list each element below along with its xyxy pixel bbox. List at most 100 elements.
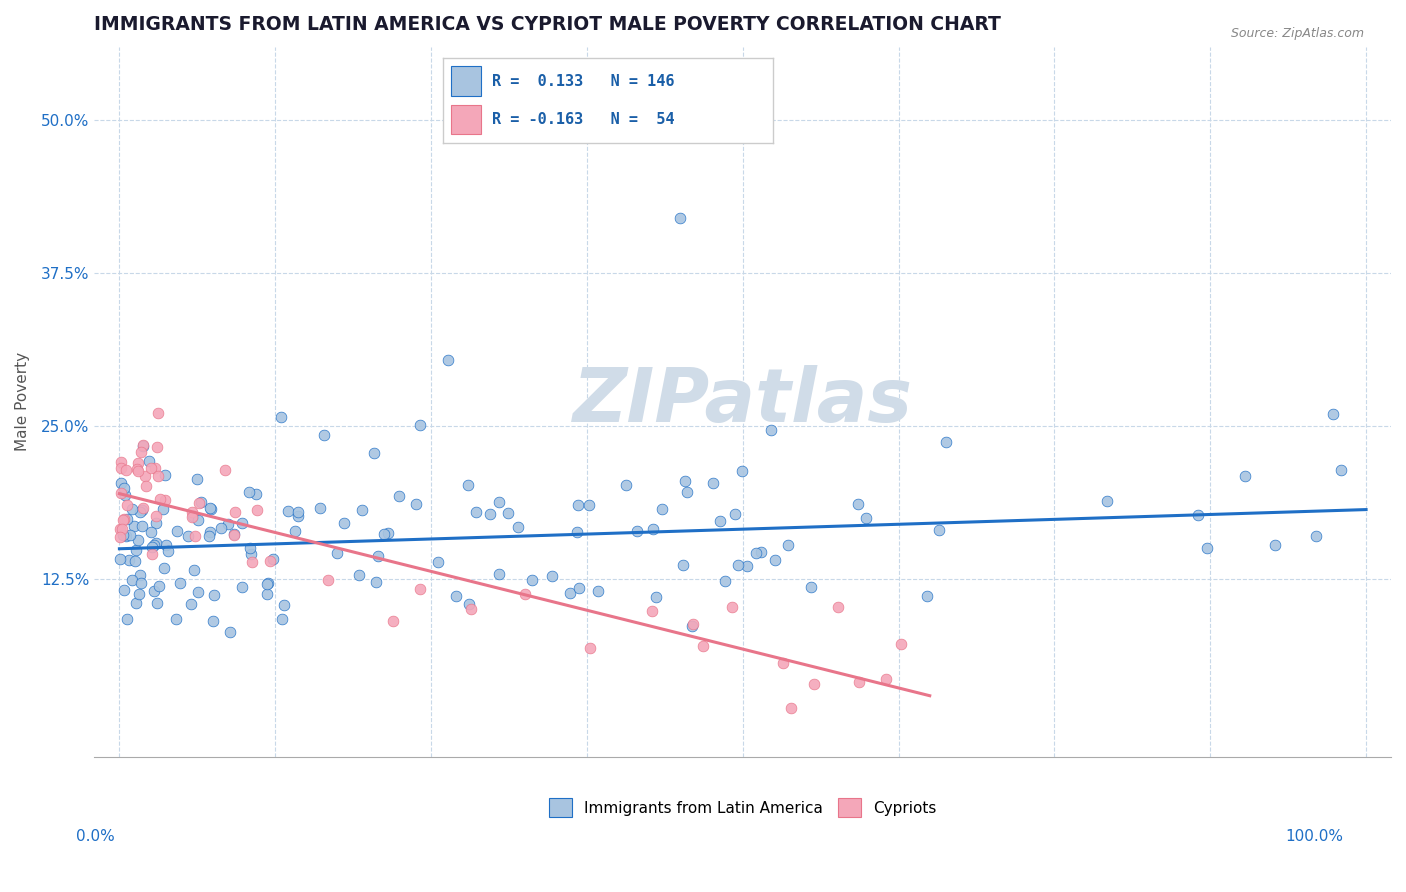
Point bbox=[273, 599, 295, 613]
Point bbox=[112, 513, 135, 527]
Point bbox=[737, 559, 759, 574]
Point bbox=[110, 530, 132, 544]
Point bbox=[917, 589, 939, 603]
Point bbox=[125, 461, 148, 475]
Point bbox=[180, 505, 202, 519]
Point bbox=[457, 477, 479, 491]
Point bbox=[169, 576, 191, 591]
Point bbox=[651, 501, 673, 516]
Point bbox=[270, 410, 292, 425]
Point bbox=[146, 469, 169, 483]
Point bbox=[186, 472, 208, 486]
Point bbox=[125, 596, 148, 610]
Point bbox=[242, 555, 264, 569]
Point bbox=[256, 577, 278, 591]
Point bbox=[132, 501, 155, 516]
Text: 0.0%: 0.0% bbox=[76, 830, 115, 844]
Point bbox=[153, 492, 176, 507]
Point bbox=[198, 528, 221, 542]
Point bbox=[139, 524, 162, 539]
Point bbox=[115, 512, 138, 526]
Point bbox=[645, 590, 668, 604]
Point bbox=[827, 599, 849, 614]
Point bbox=[145, 516, 167, 531]
Point bbox=[457, 597, 479, 611]
Text: IMMIGRANTS FROM LATIN AMERICA VS CYPRIOT MALE POVERTY CORRELATION CHART: IMMIGRANTS FROM LATIN AMERICA VS CYPRIOT… bbox=[94, 15, 1001, 34]
Point bbox=[676, 484, 699, 499]
Point bbox=[772, 657, 794, 671]
Point bbox=[128, 587, 150, 601]
Point bbox=[745, 545, 768, 559]
Point bbox=[641, 604, 664, 618]
Point bbox=[579, 640, 602, 655]
Point bbox=[681, 619, 703, 633]
Point bbox=[127, 533, 149, 547]
Point bbox=[200, 502, 222, 516]
Point bbox=[108, 552, 131, 566]
Point bbox=[187, 584, 209, 599]
Point bbox=[115, 498, 138, 512]
Point bbox=[287, 509, 309, 524]
Point bbox=[128, 504, 150, 518]
Point bbox=[114, 488, 136, 502]
Point bbox=[1305, 528, 1327, 542]
Point bbox=[669, 211, 692, 226]
Point bbox=[848, 674, 870, 689]
Point bbox=[465, 505, 488, 519]
Point bbox=[257, 575, 280, 590]
Point bbox=[111, 522, 134, 536]
Point bbox=[200, 500, 222, 515]
Point bbox=[224, 526, 246, 541]
Point bbox=[246, 502, 269, 516]
Point bbox=[110, 476, 132, 491]
Point bbox=[437, 352, 460, 367]
Point bbox=[1233, 469, 1256, 483]
Point bbox=[184, 529, 207, 543]
Point bbox=[181, 510, 204, 524]
Point bbox=[112, 512, 135, 526]
Point bbox=[426, 555, 449, 569]
Point bbox=[352, 502, 374, 516]
Point bbox=[214, 463, 236, 477]
Point bbox=[408, 418, 430, 433]
Point bbox=[614, 477, 637, 491]
Point bbox=[176, 529, 198, 543]
Point bbox=[148, 578, 170, 592]
Point bbox=[1187, 508, 1209, 522]
Point bbox=[155, 538, 177, 552]
Point bbox=[520, 574, 543, 588]
Text: R =  0.133   N = 146: R = 0.133 N = 146 bbox=[492, 74, 675, 89]
Point bbox=[347, 568, 370, 582]
Point bbox=[245, 487, 267, 501]
Point bbox=[409, 582, 432, 597]
Point bbox=[506, 520, 529, 534]
Point bbox=[259, 554, 281, 568]
Point bbox=[180, 597, 202, 611]
Point bbox=[141, 540, 163, 554]
Point bbox=[145, 536, 167, 550]
Point bbox=[367, 549, 389, 563]
Legend: Immigrants from Latin America, Cypriots: Immigrants from Latin America, Cypriots bbox=[548, 798, 936, 817]
Point bbox=[111, 528, 134, 542]
Point bbox=[560, 586, 582, 600]
Point bbox=[110, 461, 132, 475]
Point bbox=[222, 528, 245, 542]
Point bbox=[115, 463, 138, 477]
Point bbox=[135, 479, 157, 493]
Point bbox=[145, 596, 167, 610]
Point bbox=[1330, 463, 1353, 477]
Point bbox=[776, 538, 799, 552]
Point bbox=[239, 541, 262, 556]
Point bbox=[129, 576, 152, 591]
Point bbox=[586, 583, 609, 598]
Point bbox=[565, 525, 588, 540]
Point bbox=[1197, 541, 1219, 555]
Point bbox=[1264, 538, 1286, 552]
Point bbox=[935, 435, 957, 450]
Point bbox=[146, 406, 169, 420]
Text: R = -0.163   N =  54: R = -0.163 N = 54 bbox=[492, 112, 675, 127]
Point bbox=[218, 625, 240, 640]
Point bbox=[326, 546, 349, 560]
Point bbox=[165, 612, 187, 626]
Point bbox=[115, 529, 138, 543]
